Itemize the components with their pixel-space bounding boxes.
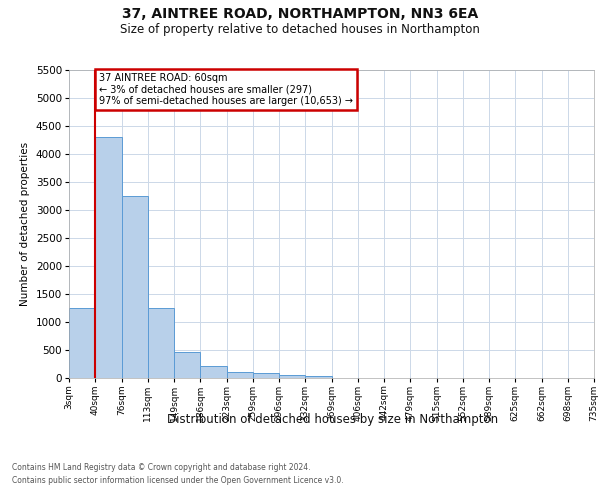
Bar (279, 374, 305, 378)
Bar (69, 308, 95, 378)
Text: Contains HM Land Registry data © Crown copyright and database right 2024.: Contains HM Land Registry data © Crown c… (12, 462, 311, 471)
Bar (121, 196, 148, 378)
Bar (148, 308, 174, 378)
Text: 37, AINTREE ROAD, NORTHAMPTON, NN3 6EA: 37, AINTREE ROAD, NORTHAMPTON, NN3 6EA (122, 8, 478, 22)
Text: Distribution of detached houses by size in Northampton: Distribution of detached houses by size … (167, 412, 499, 426)
Bar (95, 137, 121, 378)
Text: Size of property relative to detached houses in Northampton: Size of property relative to detached ho… (120, 22, 480, 36)
Bar (227, 372, 253, 378)
Bar (253, 374, 279, 378)
Y-axis label: Number of detached properties: Number of detached properties (20, 142, 30, 306)
Bar (200, 366, 227, 378)
Text: 37 AINTREE ROAD: 60sqm
← 3% of detached houses are smaller (297)
97% of semi-det: 37 AINTREE ROAD: 60sqm ← 3% of detached … (99, 73, 353, 106)
Bar (174, 352, 200, 378)
Bar (305, 376, 331, 378)
Text: Contains public sector information licensed under the Open Government Licence v3: Contains public sector information licen… (12, 476, 344, 485)
